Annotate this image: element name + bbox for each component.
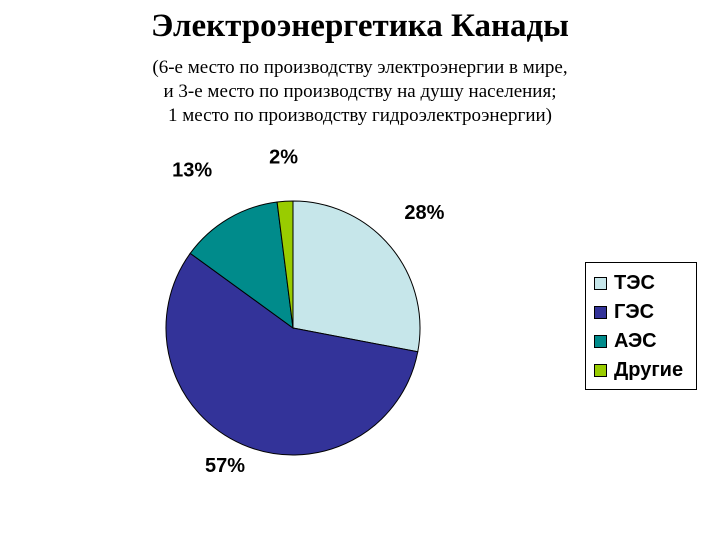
legend-item-other: Другие [594,356,696,385]
subtitle-line-1: (6-е место по производству электроэнерги… [152,57,568,78]
pie-slice-ges [165,252,419,456]
pie-slice-aes [189,201,294,330]
subtitle-line-2: и 3-е место по производству на душу насе… [163,81,557,102]
legend-label-tes: ТЭС [614,272,655,294]
chart-legend: ТЭС ГЭС АЭС Другие [585,262,697,390]
legend-label-other: Другие [614,359,684,381]
legend-item-ges: ГЭС [594,298,696,327]
legend-item-tes: ТЭС [594,269,696,298]
legend-label-aes: АЭС [614,330,657,352]
legend-swatch-tes [594,277,607,290]
legend-swatch-ges [594,306,607,319]
pie-slice-tes [292,200,421,353]
pie-slice-other [276,200,294,329]
pie-label-other: 2% [269,146,298,168]
legend-item-aes: АЭС [594,327,696,356]
chart-title: Электроэнергетика Канады [151,8,569,44]
pie-label-tes: 28% [404,202,444,224]
legend-label-ges: ГЭС [614,301,655,323]
pie-label-ges: 57% [205,455,245,477]
legend-swatch-aes [594,335,607,348]
legend-swatch-other [594,364,607,377]
pie-label-aes: 13% [172,159,212,181]
chart-subtitle: (6-е место по производству электроэнерги… [60,56,660,128]
subtitle-line-3: 1 место по производству гидроэлектроэнер… [168,105,552,126]
